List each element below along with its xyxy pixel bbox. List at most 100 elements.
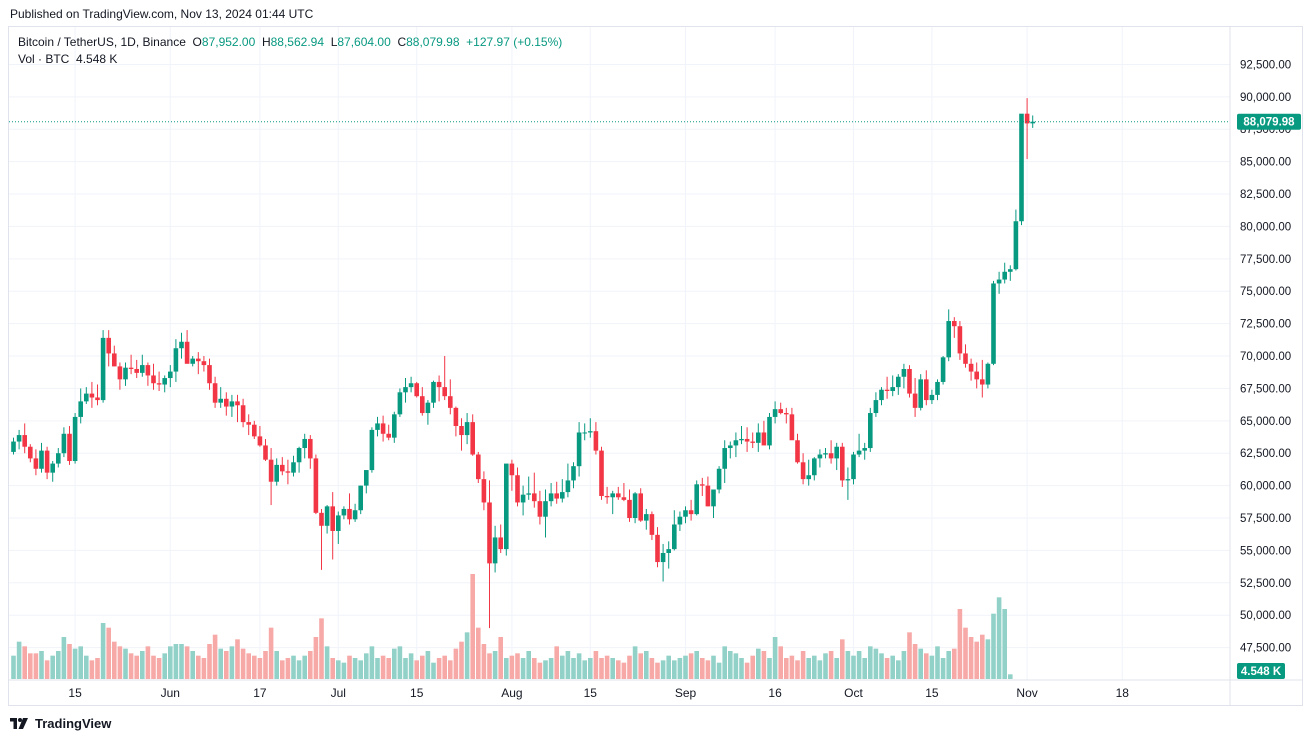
volume-bar — [173, 644, 179, 679]
volume-bar — [795, 660, 800, 679]
candle-body — [403, 387, 408, 393]
candle-body — [677, 516, 683, 525]
candle-body — [896, 376, 901, 388]
candle-body — [95, 397, 100, 401]
volume-bar — [879, 653, 884, 679]
volume-bar — [162, 653, 167, 679]
candle-body — [996, 279, 1002, 284]
volume-bar — [616, 660, 621, 679]
tradingview-brand[interactable]: TradingView — [10, 716, 111, 731]
volume-bar — [67, 644, 72, 679]
candle-body — [1002, 271, 1007, 280]
candle-body — [84, 393, 89, 402]
volume-bar — [890, 655, 895, 679]
candle-body — [1013, 221, 1019, 270]
candle-body — [873, 400, 879, 414]
candle-body — [744, 438, 750, 442]
volume-bar — [22, 646, 27, 679]
volume-bar — [599, 658, 604, 679]
candle-body — [728, 445, 733, 449]
volume-bar — [537, 662, 543, 679]
volume-bar — [218, 648, 223, 679]
published-caption: Published on TradingView.com, Nov 13, 20… — [10, 7, 314, 21]
candle-body — [1019, 113, 1024, 222]
volume-bar — [324, 646, 330, 679]
volume-bar — [123, 648, 128, 679]
candle-body — [123, 367, 128, 380]
volume-bar — [100, 623, 106, 679]
candle-body — [946, 321, 951, 358]
volume-bar — [621, 662, 627, 679]
volume-bar — [672, 660, 677, 679]
candle-body — [660, 553, 666, 563]
volume-bar — [588, 658, 593, 679]
volume-bar — [560, 655, 565, 679]
candle-body — [952, 321, 957, 327]
volume-bar — [285, 658, 291, 679]
candle-body — [207, 365, 212, 384]
volume-bar — [246, 653, 251, 679]
volume-bar — [660, 660, 666, 679]
candle-body — [425, 402, 431, 414]
volume-bar — [985, 639, 991, 679]
volume-bar — [744, 662, 750, 679]
volume-bar — [868, 646, 873, 679]
candle-body — [39, 450, 44, 469]
volume-bar — [548, 658, 554, 679]
volume-bar — [996, 597, 1002, 679]
volume-bar — [705, 660, 711, 679]
current-price-label: 88,079.98 — [1243, 117, 1295, 129]
candle-body — [694, 484, 699, 515]
candle-body — [700, 484, 705, 486]
volume-bar — [526, 651, 531, 679]
volume-bar — [33, 653, 39, 679]
candle-body — [1008, 269, 1013, 272]
y-tick-label: 50,000.00 — [1240, 610, 1291, 622]
candle-body — [358, 485, 363, 511]
volume-bar — [481, 644, 487, 679]
volume-badge — [1237, 663, 1285, 679]
x-tick-label: 15 — [584, 686, 598, 700]
candle-body — [28, 446, 33, 459]
volume-bar — [582, 660, 587, 679]
candle-body — [756, 432, 761, 443]
volume-bar — [627, 655, 632, 679]
candle-body — [476, 454, 481, 480]
volume-bar — [851, 655, 856, 679]
candle-body — [190, 358, 195, 364]
volume-bar — [128, 653, 134, 679]
y-tick-label: 90,000.00 — [1240, 92, 1291, 104]
volume-bar — [991, 613, 996, 679]
candle-body — [884, 389, 890, 392]
volume-bar — [924, 653, 929, 679]
candle-body — [100, 337, 106, 401]
candle-body — [179, 341, 184, 349]
candle-body — [481, 479, 487, 503]
candle-body — [526, 493, 531, 495]
volume-bar — [772, 637, 778, 679]
candle-body — [901, 368, 907, 377]
volume-bar — [834, 658, 839, 679]
volume-bar — [974, 641, 979, 679]
volume-bar — [739, 658, 744, 679]
candle-body — [616, 493, 621, 498]
volume-bar — [845, 651, 851, 679]
candle-body — [224, 398, 229, 407]
candle-body — [168, 371, 173, 379]
y-tick-label: 67,500.00 — [1240, 383, 1291, 395]
candle-body — [963, 353, 968, 364]
candle-body — [50, 463, 55, 473]
candle-body — [464, 422, 470, 436]
candle-body — [196, 358, 201, 362]
volume-bar — [179, 644, 184, 679]
candle-body — [907, 368, 912, 394]
candle-body — [313, 458, 319, 513]
volume-bar — [632, 646, 638, 679]
volume-bar — [884, 658, 890, 679]
volume-bar — [313, 637, 319, 679]
y-tick-label: 75,000.00 — [1240, 286, 1291, 298]
volume-bar — [330, 658, 335, 679]
x-tick-label: Jun — [161, 686, 180, 700]
legend-low-value: 87,604.00 — [337, 35, 391, 49]
